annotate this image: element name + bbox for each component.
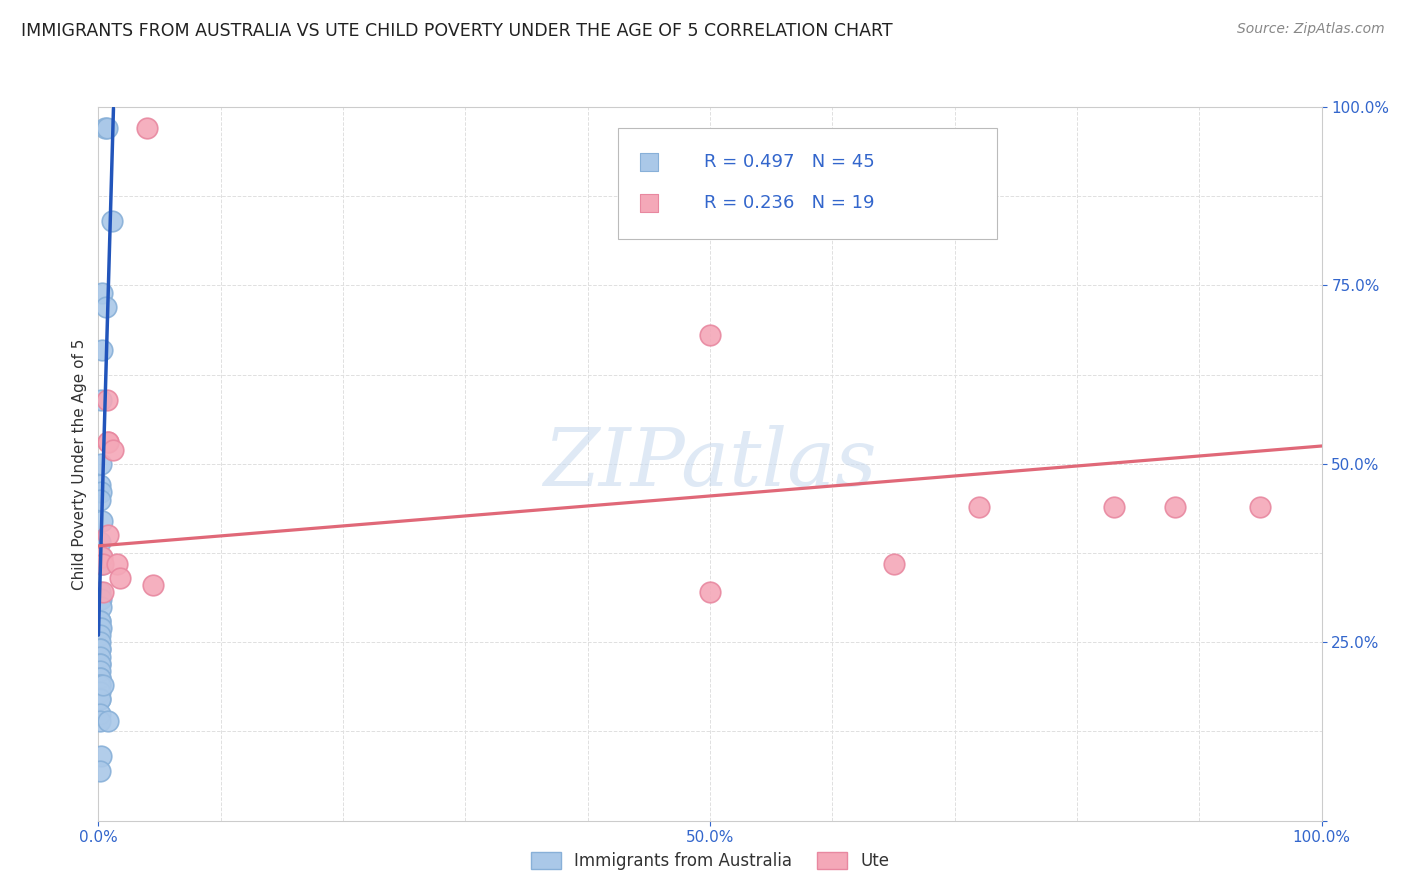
Point (110, 571, 132, 585)
Point (89, 671, 111, 685)
Point (967, 500, 990, 514)
Text: IMMIGRANTS FROM AUSTRALIA VS UTE CHILD POVERTY UNDER THE AGE OF 5 CORRELATION CH: IMMIGRANTS FROM AUSTRALIA VS UTE CHILD P… (21, 22, 893, 40)
Point (91, 514, 114, 528)
Point (90, 549, 112, 564)
Point (142, 578, 165, 592)
Point (91, 285, 114, 300)
Point (90, 392, 112, 407)
Point (89, 685, 111, 699)
Point (90, 457, 112, 471)
Point (91, 678, 114, 692)
Point (699, 328, 721, 343)
Point (89, 642, 111, 657)
Point (699, 585, 721, 599)
Point (97, 435, 120, 450)
Point (1102, 500, 1125, 514)
Point (90, 599, 112, 614)
Point (89, 635, 111, 649)
Y-axis label: Child Poverty Under the Age of 5: Child Poverty Under the Age of 5 (72, 338, 87, 590)
Point (91, 557, 114, 571)
Point (89, 642, 111, 657)
FancyBboxPatch shape (619, 128, 997, 239)
Point (883, 557, 905, 571)
Point (89, 678, 111, 692)
Text: R = 0.236   N = 19: R = 0.236 N = 19 (704, 194, 875, 212)
Point (89, 657, 111, 671)
Point (96, 121, 118, 136)
Point (97, 714, 120, 728)
Legend: Immigrants from Australia, Ute: Immigrants from Australia, Ute (524, 845, 896, 877)
Point (101, 214, 124, 228)
Point (89, 535, 111, 549)
Point (89, 764, 111, 778)
Point (91, 585, 114, 599)
Point (89, 706, 111, 721)
Point (94, 300, 117, 314)
Point (89, 692, 111, 706)
Point (90, 592, 112, 607)
Text: Source: ZipAtlas.com: Source: ZipAtlas.com (1237, 22, 1385, 37)
Point (637, 155, 661, 169)
Point (101, 442, 124, 457)
Point (91, 343, 114, 357)
Point (105, 557, 128, 571)
Point (136, 121, 159, 136)
Point (91, 549, 114, 564)
Point (637, 196, 661, 211)
Point (89, 714, 111, 728)
Text: R = 0.497   N = 45: R = 0.497 N = 45 (704, 153, 875, 171)
Point (89, 621, 111, 635)
Point (89, 585, 111, 599)
Point (89, 671, 111, 685)
Point (97, 528, 120, 542)
Point (89, 492, 111, 507)
Text: ZIPatlas: ZIPatlas (543, 425, 877, 502)
Point (89, 678, 111, 692)
Point (89, 592, 111, 607)
Point (96, 392, 118, 407)
Point (1164, 500, 1187, 514)
Point (90, 485, 112, 500)
Point (93, 121, 115, 136)
Point (97, 435, 120, 450)
Point (1249, 500, 1271, 514)
Point (90, 621, 112, 635)
Point (89, 628, 111, 642)
Point (89, 657, 111, 671)
Point (89, 664, 111, 678)
Point (90, 557, 112, 571)
Point (89, 478, 111, 492)
Point (89, 614, 111, 628)
Point (91, 557, 114, 571)
Point (89, 614, 111, 628)
Point (89, 692, 111, 706)
Point (90, 749, 112, 764)
Point (89, 649, 111, 664)
